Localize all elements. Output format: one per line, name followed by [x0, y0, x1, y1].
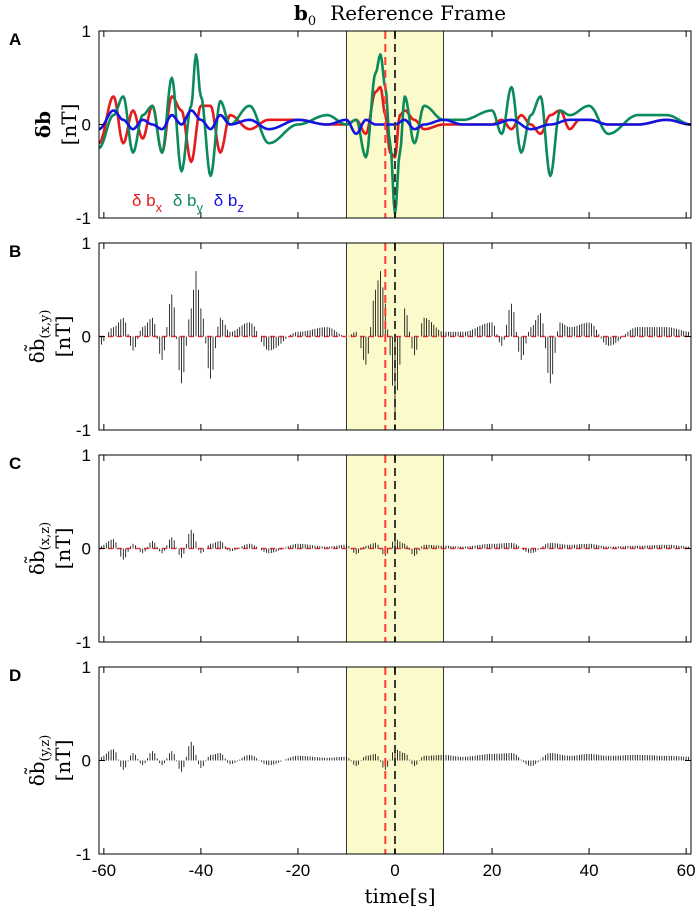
y-tick-label: -1 [76, 209, 91, 228]
legend-entry: δ b [214, 191, 238, 210]
legend-entry: δ b [173, 191, 197, 210]
x-tick-label: -20 [286, 861, 311, 880]
y-label-subscript: (x,z) [38, 522, 53, 550]
x-tick-label: 0 [390, 861, 399, 880]
y-label-subscript: (x,y) [38, 310, 53, 339]
y-tick-label: -1 [76, 633, 91, 652]
y-tick-label: 1 [82, 234, 91, 253]
y-axis-label-unit: [nT] [57, 104, 81, 146]
y-axis-label-main: δb [31, 111, 55, 138]
panel-letter: D [9, 666, 21, 685]
y-tick-label: 1 [82, 658, 91, 677]
y-tick-label: 0 [82, 328, 91, 347]
y-label-subscript: (y,z) [38, 735, 53, 762]
panel-B: -1 0 1 Bδb̃(x,y)[nT] [9, 234, 692, 440]
y-tick-label: 1 [82, 446, 91, 465]
y-label-symbol: δb [31, 111, 55, 138]
legend-subscript: y [197, 200, 204, 215]
title-rest: Reference Frame [330, 1, 506, 25]
y-tick-label: -1 [76, 845, 91, 864]
y-tick-label: 1 [82, 22, 91, 41]
y-tick-label: -1 [76, 421, 91, 440]
x-tick-label: 20 [483, 861, 502, 880]
x-tick-label: -60 [92, 861, 117, 880]
legend: δ bx δ by δ bz [132, 191, 244, 215]
y-axis-label-unit: [nT] [51, 316, 75, 358]
x-axis-label: time[s] [364, 884, 435, 908]
panel-letter: A [9, 30, 21, 49]
x-tick-label: 60 [677, 861, 696, 880]
panel-D: -1 0 1 -60 -40 -20 0 20 40 60 Dδb̃(y,z)[nT] [9, 658, 696, 880]
title-sub: 0 [308, 14, 316, 29]
title-bold: b [294, 1, 308, 25]
y-label-symbol: δb̃ [23, 339, 49, 364]
legend-subscript: x [156, 200, 163, 215]
y-label-symbol: δb̃ [23, 550, 49, 575]
y-axis-label-main: δb̃(x,y) [23, 310, 53, 364]
legend-entry: δ b [132, 191, 156, 210]
y-axis-label-main: δb̃(y,z) [23, 735, 53, 787]
y-tick-label: 0 [82, 752, 91, 771]
y-tick-label: 0 [82, 116, 91, 135]
y-axis-label-main: δb̃(x,z) [23, 522, 53, 575]
x-tick-label: -40 [189, 861, 214, 880]
y-axis-label-unit: [nT] [51, 528, 75, 570]
y-tick-label: 0 [82, 540, 91, 559]
x-tick-label: 40 [580, 861, 599, 880]
legend-subscript: z [237, 200, 244, 215]
panel-C: -1 0 1 Cδb̃(x,z)[nT] [9, 446, 692, 652]
panel-letter: C [9, 454, 21, 473]
panel-letter: B [9, 242, 21, 261]
y-label-symbol: δb̃ [23, 761, 49, 786]
y-axis-label-unit: [nT] [51, 740, 75, 782]
figure-title: b0 Reference Frame [294, 1, 506, 29]
